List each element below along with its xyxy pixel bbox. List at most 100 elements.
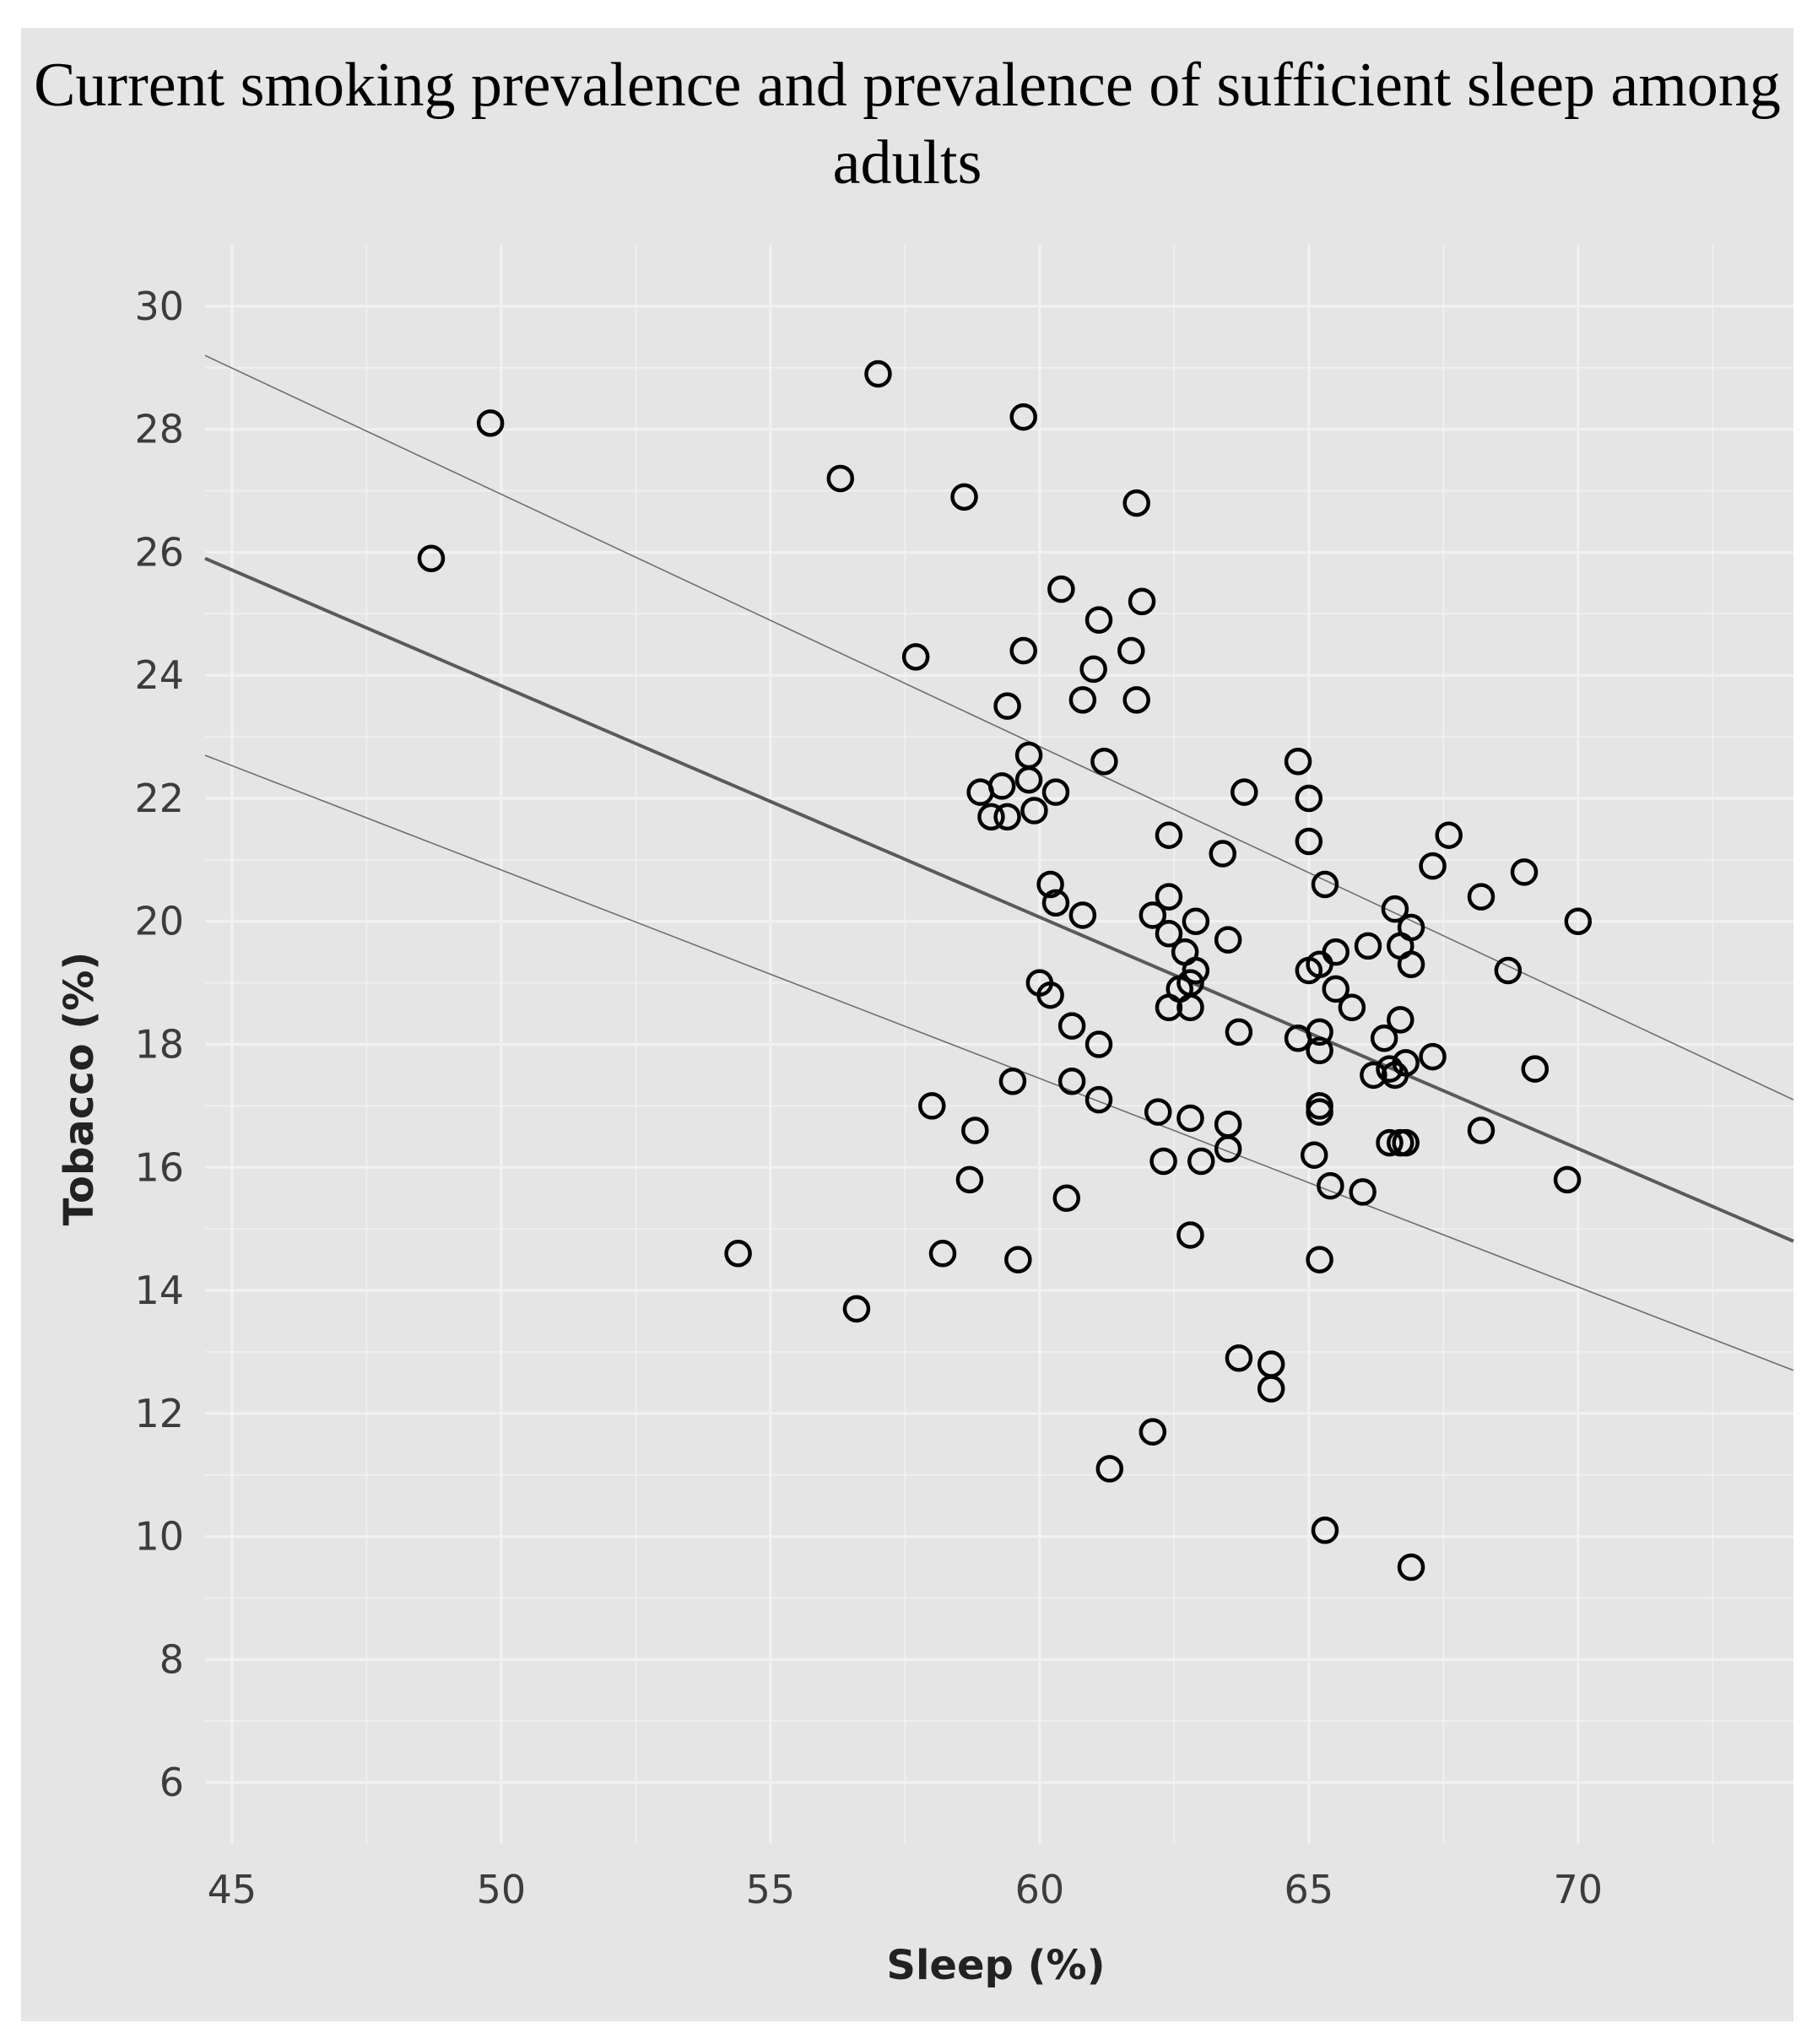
data-point	[1370, 1024, 1398, 1052]
data-point	[1306, 1246, 1333, 1273]
y-tick-label: 18	[134, 1022, 184, 1068]
data-point	[1176, 1221, 1204, 1249]
data-point	[842, 1295, 871, 1323]
ci-upper-line	[204, 354, 1794, 1100]
data-point	[1295, 827, 1323, 856]
y-tick-label: 28	[134, 407, 184, 452]
data-point	[1057, 1067, 1086, 1095]
data-point	[1139, 901, 1167, 929]
data-point	[1349, 1178, 1377, 1206]
data-point	[1149, 1147, 1177, 1176]
x-tick-label: 70	[1554, 1867, 1604, 1912]
data-point	[1257, 1350, 1285, 1378]
chart-panel	[21, 28, 1793, 2021]
data-point	[998, 1067, 1027, 1095]
data-point	[1155, 883, 1183, 911]
data-point	[1435, 821, 1463, 849]
data-point	[1214, 1111, 1242, 1138]
data-point	[1122, 489, 1150, 517]
data-point	[1155, 821, 1183, 849]
data-point	[1311, 870, 1339, 899]
data-point	[928, 1240, 957, 1268]
data-point	[1004, 1246, 1032, 1273]
y-tick-label: 22	[134, 776, 184, 821]
ci-lower-line	[204, 754, 1794, 1371]
data-point	[950, 483, 978, 511]
data-point	[1467, 883, 1496, 911]
y-tick-label: 8	[160, 1636, 184, 1682]
data-point	[1306, 1018, 1333, 1046]
data-point	[1057, 1012, 1086, 1040]
data-points	[417, 360, 1593, 1582]
data-point	[1090, 747, 1118, 776]
data-point	[1014, 765, 1043, 794]
data-point	[1139, 1418, 1167, 1446]
x-tick-label: 60	[1015, 1867, 1065, 1912]
data-point	[987, 772, 1016, 800]
x-tick-label: 50	[477, 1867, 527, 1912]
data-point	[1214, 1135, 1242, 1163]
data-point	[1392, 1128, 1420, 1157]
data-point	[961, 1117, 989, 1144]
data-point	[1354, 932, 1382, 960]
data-point	[1182, 907, 1210, 935]
data-point	[1052, 1184, 1080, 1212]
data-point	[1510, 858, 1539, 886]
data-point	[1041, 889, 1070, 917]
x-axis-title: Sleep (%)	[886, 1942, 1105, 1989]
y-tick-label: 26	[134, 529, 184, 575]
data-point	[1564, 907, 1593, 935]
data-point	[993, 692, 1021, 720]
data-point	[1036, 981, 1064, 1009]
data-point	[1009, 636, 1037, 665]
data-point	[1419, 852, 1447, 880]
y-tick-label: 30	[134, 284, 184, 329]
data-point	[1144, 1098, 1172, 1126]
data-point	[901, 643, 930, 671]
data-point	[1036, 870, 1064, 899]
data-point	[1084, 1030, 1113, 1058]
x-tick-label: 55	[746, 1867, 796, 1912]
data-point	[1322, 975, 1350, 1003]
data-point	[1300, 1141, 1328, 1169]
data-point	[1009, 403, 1037, 431]
data-point	[1231, 778, 1258, 806]
data-point	[1306, 1098, 1333, 1126]
data-point	[1387, 1006, 1414, 1034]
data-point	[417, 544, 446, 572]
data-point	[1306, 1036, 1333, 1065]
data-point	[955, 1165, 984, 1194]
y-tick-label: 20	[134, 899, 184, 944]
regression-line	[204, 556, 1794, 1243]
data-point	[1376, 1128, 1404, 1157]
x-tick-label: 65	[1285, 1867, 1334, 1912]
y-tick-label: 6	[160, 1760, 184, 1805]
data-point	[1419, 1042, 1447, 1071]
data-point	[1209, 840, 1237, 868]
y-tick-label: 14	[134, 1268, 184, 1313]
data-point	[1187, 1147, 1215, 1176]
data-point	[1176, 993, 1204, 1022]
data-point	[1047, 575, 1075, 603]
data-point	[1381, 895, 1409, 923]
data-point	[1117, 636, 1145, 665]
data-point	[864, 360, 892, 388]
data-point	[1295, 784, 1323, 813]
data-point	[1397, 950, 1425, 978]
data-point	[993, 803, 1021, 831]
data-point	[1553, 1165, 1582, 1194]
data-point	[1225, 1344, 1253, 1372]
y-tick-label: 12	[134, 1391, 184, 1436]
data-point	[1284, 747, 1312, 776]
data-point	[1360, 1061, 1387, 1090]
data-point	[1095, 1455, 1124, 1483]
data-point	[1014, 741, 1043, 770]
data-point	[1068, 686, 1097, 714]
chart-title: Current smoking prevalence and prevalenc…	[34, 51, 1781, 197]
data-point	[1322, 938, 1350, 966]
grid-layer	[205, 245, 1793, 1844]
y-axis-title: Tobacco (%)	[56, 952, 103, 1226]
data-point	[1176, 1104, 1204, 1133]
data-point	[1397, 913, 1425, 942]
